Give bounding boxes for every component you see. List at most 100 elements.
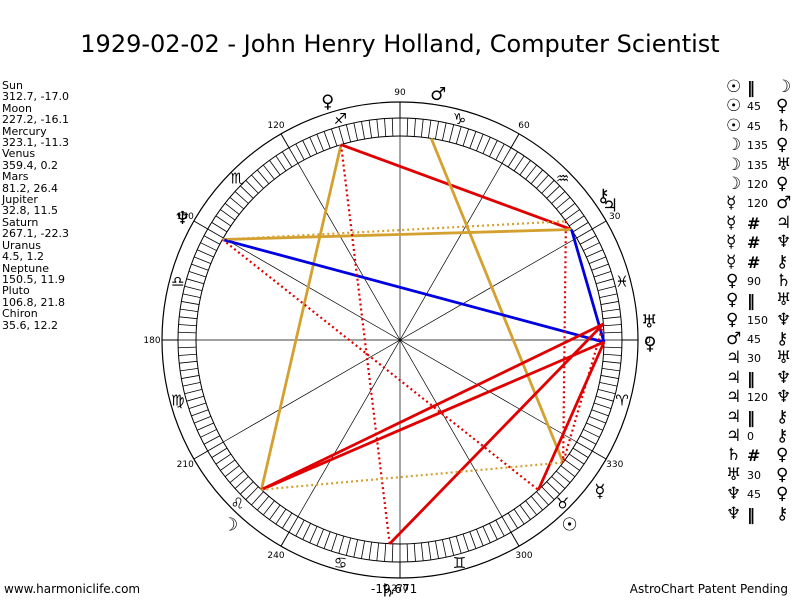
degree-tick [182,382,201,387]
degree-tick [525,164,537,180]
aspect-planet-2: ♀ [776,173,789,194]
degree-tick [602,360,621,364]
aspect-planet-2: ♄ [776,270,792,291]
mars-glyph: ♂ [430,84,446,105]
aspect-type: ‖ [747,407,755,427]
aspect-row: ♆ 45 ♀ [722,484,800,504]
degree-tick [586,249,603,258]
aspect-line [537,341,606,491]
aspect-type: 45 [747,333,761,347]
position-name: Moon [2,101,32,115]
planet-positions-list: Sun 312.7, -17.0 Moon 227.2, -16.1 Mercury 32… [2,80,69,331]
degree-tick [240,185,254,199]
pluto-glyph: ♀ [321,92,334,113]
degree-label: 150 [177,212,194,222]
position-coords: 81.2, 26.4 [2,181,58,195]
degree-label: 30 [609,212,621,222]
aspect-row: ☿ 120 ♂ [722,193,800,214]
position-name: Saturn [2,215,39,229]
degree-tick [448,124,455,143]
position-name: Sun [2,79,23,92]
aspect-row: ♃ 120 ♆ [722,387,800,408]
degree-tick [384,543,387,562]
zodiac-sign-glyph: ♈ [615,392,628,410]
aspect-planet-1: ♃ [726,348,742,369]
aspect-line [339,144,391,544]
website-link[interactable]: www.harmoniclife.com [4,582,141,596]
degree-tick [530,169,544,184]
degree-tick [568,453,585,465]
degree-tick [482,137,491,154]
degree-tick [551,476,566,489]
degree-tick [462,128,469,147]
aspect-line [260,340,605,491]
degree-tick [469,131,477,149]
degree-tick [309,526,318,543]
degree-tick [302,523,311,540]
aspect-row: ♄ # ♀ [722,445,800,466]
aspect-line [562,221,567,463]
degree-tick [211,222,228,233]
aspect-planet-1: ♃ [726,426,742,447]
aspect-line [388,323,605,545]
degree-tick [224,203,240,215]
degree-tick [600,301,619,305]
position-name: Jupiter [2,193,38,207]
uranus-glyph: ♅ [641,311,657,332]
degree-tick [435,540,439,559]
position-coords: 32.8, 11.5 [2,204,58,218]
aspect-planet-1: ☽ [726,135,742,156]
degree-tick [476,528,484,546]
aspect-planet-2: ♂ [776,193,792,214]
aspect-planet-1: ☿ [726,212,737,233]
aspect-planet-2: ⚷ [776,329,789,350]
aspect-planet-2: ♀ [776,464,789,485]
degree-tick [229,196,244,210]
degree-tick [178,324,197,327]
bottom-readout: -19,671 [371,582,418,596]
aspect-row: ♃ 30 ♅ [722,348,800,369]
degree-tick [194,416,212,424]
sector-divider [592,220,607,230]
degree-tick [593,402,612,409]
aspect-line [340,143,572,231]
aspect-planet-1: ☉ [726,77,742,97]
aspect-line [562,323,605,463]
degree-tick [275,508,287,525]
degree-tick [181,375,200,379]
aspect-row: ☽ 135 ♀ [722,135,800,156]
position-coords: 359.4, 0.2 [2,158,58,172]
degree-tick [179,360,198,364]
degree-tick [455,535,462,554]
degree-tick [519,160,531,176]
degree-tick [427,541,432,560]
position-name: Venus [2,147,36,161]
degree-tick [245,180,259,194]
sector-divider [280,532,290,547]
degree-tick [530,496,544,511]
degree-tick [191,263,209,271]
degree-tick [288,516,299,533]
position-name: Mercury [2,124,47,138]
aspect-row: ☉ ‖ ☽ [722,77,800,97]
aspect-type: ‖ [747,78,755,97]
aspect-type: ‖ [747,504,755,524]
degree-tick [597,285,616,292]
aspect-planet-2: ♆ [776,367,792,388]
zodiac-sign-glyph: ♒ [556,169,569,187]
aspect-row: ♀ 90 ♄ [722,270,800,291]
degree-tick [586,422,603,431]
degree-label: 90 [394,88,406,98]
degree-tick [384,118,387,137]
sector-divider [510,133,520,148]
degree-tick [597,388,616,395]
aspect-planet-2: ♀ [776,445,789,466]
degree-tick [256,496,270,511]
degree-tick [576,228,593,239]
degree-tick [220,459,236,471]
degree-tick [501,147,512,164]
degree-tick [595,395,614,402]
aspect-planet-2: ♆ [776,387,792,408]
aspect-row: ♆ ‖ ⚷ [722,504,800,524]
degree-tick [551,191,566,204]
